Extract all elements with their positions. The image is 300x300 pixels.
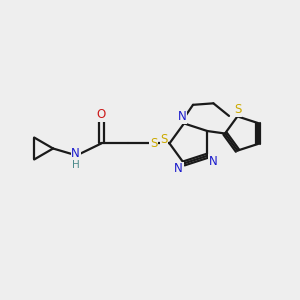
Text: S: S: [234, 103, 242, 116]
Text: N: N: [71, 147, 80, 161]
Text: N: N: [178, 110, 187, 123]
Text: S: S: [150, 137, 157, 150]
Text: S: S: [160, 133, 168, 146]
Text: N: N: [174, 162, 183, 175]
Text: N: N: [208, 154, 217, 168]
Text: O: O: [97, 108, 106, 122]
Text: H: H: [72, 160, 80, 170]
